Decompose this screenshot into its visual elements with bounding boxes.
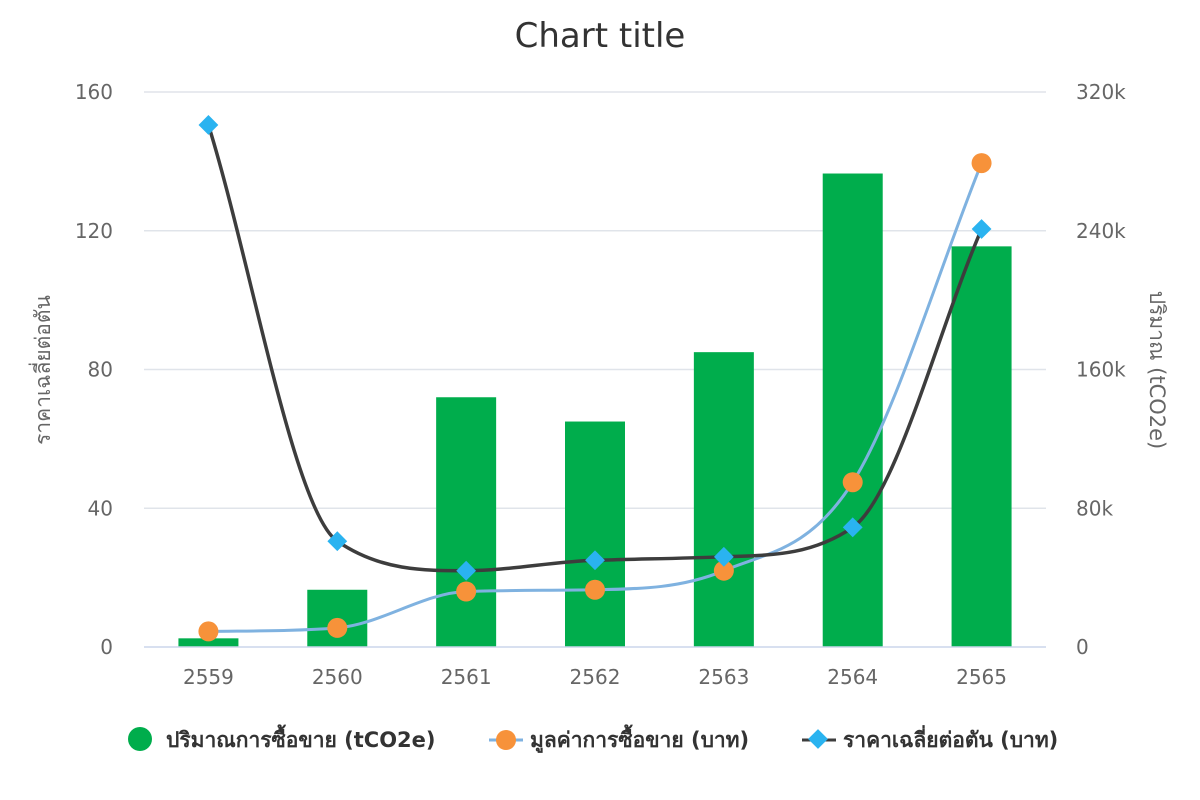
legend-item-value[interactable]: มูลค่าการซื้อขาย (บาท) — [489, 724, 749, 754]
legend-label-price: ราคาเฉลี่ยต่อตัน (บาท) — [843, 724, 1058, 752]
right-tick-label: 160k — [1076, 358, 1126, 382]
left-tick-label: 160 — [75, 80, 113, 104]
bar-2559[interactable] — [178, 638, 239, 647]
price-point-2563[interactable] — [713, 546, 734, 567]
legend-item-price[interactable]: ราคาเฉลี่ยต่อตัน (บาท) — [802, 724, 1058, 752]
legend-label-volume: ปริมาณการซื้อขาย (tCO2e) — [166, 724, 436, 752]
right-tick-label: 320k — [1076, 80, 1126, 104]
price-point-2565[interactable] — [971, 219, 992, 239]
x-tick-label: 2560 — [312, 665, 363, 689]
price-point-2559[interactable] — [198, 115, 219, 135]
chart-title: Chart title — [515, 16, 686, 56]
line-markers — [198, 115, 992, 642]
axes: 0 0 40 80k 80 160k 120 240k 160 320k 2559 2560 2561 2… — [75, 80, 1126, 689]
value-point-2561[interactable] — [456, 581, 477, 602]
bar-2564[interactable] — [822, 173, 883, 647]
value-point-2560[interactable] — [327, 617, 348, 638]
value-point-2565[interactable] — [971, 153, 992, 174]
left-tick-label: 40 — [88, 496, 113, 520]
legend-label-value: มูลค่าการซื้อขาย (บาท) — [530, 724, 749, 754]
price-point-2560[interactable] — [327, 531, 348, 552]
legend-item-volume[interactable]: ปริมาณการซื้อขาย (tCO2e) — [128, 724, 436, 752]
value-point-2564[interactable] — [842, 472, 863, 493]
bar-2563[interactable] — [693, 352, 754, 647]
x-tick-label: 2562 — [570, 665, 621, 689]
left-tick-label: 120 — [75, 219, 113, 243]
x-tick-label: 2561 — [441, 665, 492, 689]
bar-2561[interactable] — [436, 397, 497, 647]
bar-series — [178, 173, 1012, 647]
x-tick-label: 2559 — [183, 665, 234, 689]
left-axis-title: ราคาเฉลี่ยต่อตัน — [28, 295, 55, 445]
legend-marker-value — [496, 730, 516, 750]
price-point-2562[interactable] — [585, 550, 605, 571]
legend-marker-price — [808, 729, 828, 749]
price-point-2564[interactable] — [842, 517, 863, 538]
legend: ปริมาณการซื้อขาย (tCO2e) มูลค่าการซื้อขา… — [128, 724, 1058, 754]
x-tick-label: 2565 — [956, 665, 1007, 689]
bar-2562[interactable] — [565, 421, 625, 647]
right-axis-title: ปริมาณ (tCO2e) — [1145, 291, 1169, 450]
left-tick-label: 80 — [88, 358, 113, 382]
value-point-2559[interactable] — [198, 621, 219, 642]
price-point-2561[interactable] — [456, 560, 477, 581]
bar-2565[interactable] — [951, 246, 1012, 647]
legend-marker-volume — [128, 727, 152, 751]
x-tick-label: 2564 — [827, 665, 878, 689]
right-tick-label: 0 — [1076, 635, 1089, 659]
value-point-2563[interactable] — [713, 560, 734, 581]
value-point-2562[interactable] — [585, 579, 605, 600]
right-tick-label: 240k — [1076, 219, 1126, 243]
x-tick-label: 2563 — [698, 665, 749, 689]
left-tick-label: 0 — [100, 635, 113, 659]
right-tick-label: 80k — [1076, 496, 1113, 520]
